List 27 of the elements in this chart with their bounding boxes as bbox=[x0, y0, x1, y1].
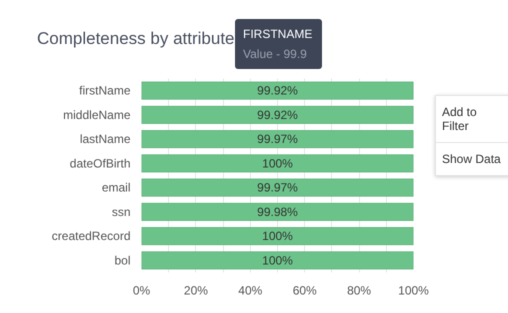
text: Add to Filter bbox=[441, 104, 478, 135]
data-label: 100% bbox=[262, 156, 294, 170]
y-tick-label: firstName bbox=[79, 84, 131, 98]
x-tick-label: 0% bbox=[132, 284, 150, 298]
y-tick-label: middleName bbox=[63, 108, 131, 122]
x-tick-label: 80% bbox=[347, 284, 372, 298]
data-label: 99.98% bbox=[257, 204, 298, 219]
y-tick-label: createdRecord bbox=[52, 229, 131, 244]
text: FIRSTNAME bbox=[243, 27, 312, 41]
data-label: 99.97% bbox=[257, 132, 298, 146]
y-tick-label: dateOfBirth bbox=[70, 156, 131, 170]
x-tick-label: 60% bbox=[292, 284, 318, 298]
data-label: 100% bbox=[262, 253, 294, 268]
data-label: 99.92% bbox=[257, 108, 298, 122]
y-tick-label: lastName bbox=[80, 132, 131, 146]
data-label: 99.97% bbox=[257, 180, 298, 195]
y-tick-label: ssn bbox=[112, 204, 131, 219]
y-tick-label: email bbox=[102, 180, 131, 195]
x-tick-label: 40% bbox=[238, 284, 263, 298]
y-tick-label: bol bbox=[114, 253, 130, 268]
data-label: 100% bbox=[262, 229, 294, 244]
chart-title: Completeness by attribute bbox=[37, 29, 234, 49]
data-label: 99.92% bbox=[257, 84, 298, 98]
x-tick-label: 20% bbox=[184, 284, 208, 298]
text: Value - 99.9 bbox=[243, 47, 307, 61]
x-tick-label: 100% bbox=[398, 284, 430, 298]
text: Show Data bbox=[441, 151, 502, 168]
